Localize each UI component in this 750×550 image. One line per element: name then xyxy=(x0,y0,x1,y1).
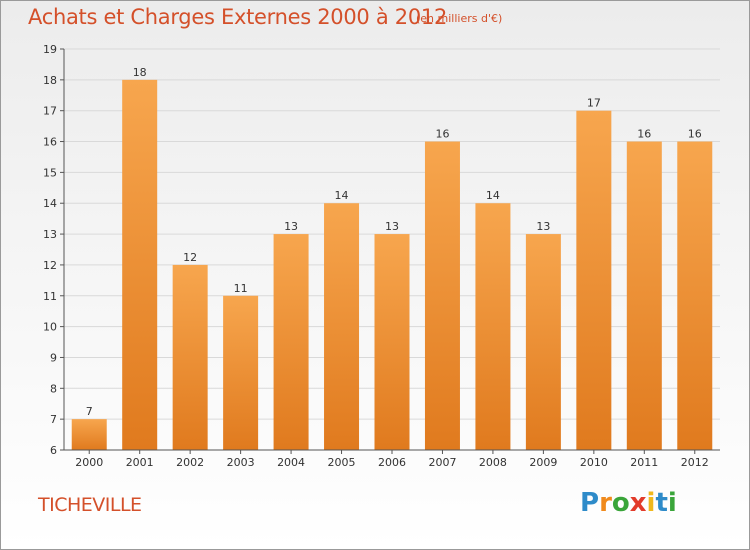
proxiti-logo[interactable]: Proxiti xyxy=(580,488,677,518)
bar-value-label: 13 xyxy=(385,220,399,233)
bar-value-label: 14 xyxy=(335,189,349,202)
brand-letter: x xyxy=(629,488,647,518)
y-tick-label: 15 xyxy=(43,166,57,179)
bar-value-label: 16 xyxy=(688,128,702,141)
y-tick-label: 10 xyxy=(43,321,57,334)
bar-value-label: 11 xyxy=(234,282,248,295)
x-tick-label: 2005 xyxy=(328,456,356,469)
y-tick-label: 14 xyxy=(43,197,57,210)
bar-value-label: 18 xyxy=(133,66,147,79)
x-tick-label: 2000 xyxy=(75,456,103,469)
bar xyxy=(424,141,460,451)
bar xyxy=(223,295,259,450)
x-tick-label: 2012 xyxy=(681,456,709,469)
bar-value-label: 17 xyxy=(587,97,601,110)
bar-value-label: 13 xyxy=(536,220,550,233)
bar xyxy=(273,234,309,450)
y-tick-label: 9 xyxy=(50,351,57,364)
bar-value-label: 14 xyxy=(486,189,500,202)
bar xyxy=(172,264,208,450)
bar xyxy=(576,110,612,450)
x-tick-label: 2009 xyxy=(529,456,557,469)
y-tick-label: 7 xyxy=(50,413,57,426)
x-tick-label: 2007 xyxy=(428,456,456,469)
chart-title: Achats et Charges Externes 2000 à 2012 xyxy=(28,5,448,29)
y-tick-label: 11 xyxy=(43,290,57,303)
bar-value-label: 16 xyxy=(637,128,651,141)
brand-letter: o xyxy=(611,488,630,518)
x-tick-label: 2006 xyxy=(378,456,406,469)
brand-letter: r xyxy=(599,488,612,518)
x-tick-label: 2010 xyxy=(580,456,608,469)
bar xyxy=(626,141,662,451)
bar-value-label: 16 xyxy=(435,128,449,141)
x-tick-label: 2004 xyxy=(277,456,305,469)
y-tick-label: 13 xyxy=(43,228,57,241)
y-tick-label: 18 xyxy=(43,74,57,87)
y-tick-label: 12 xyxy=(43,259,57,272)
bar xyxy=(71,419,107,450)
chart-subtitle: (en milliers d'€) xyxy=(416,12,503,25)
bar xyxy=(324,203,360,450)
y-tick-label: 17 xyxy=(43,105,57,118)
bar xyxy=(677,141,713,451)
y-tick-label: 8 xyxy=(50,382,57,395)
bar xyxy=(122,79,158,450)
y-tick-label: 19 xyxy=(43,43,57,56)
brand-letter: i xyxy=(646,488,656,518)
x-tick-label: 2002 xyxy=(176,456,204,469)
data-labels: 7 18 12 11 13 14 13 16 14 13 17 16 16 xyxy=(86,66,702,418)
bar xyxy=(475,203,511,450)
y-tick-label: 16 xyxy=(43,136,57,149)
bar-value-label: 13 xyxy=(284,220,298,233)
commune-name: TICHEVILLE xyxy=(38,494,142,516)
brand-letter: t xyxy=(655,488,668,518)
axes: 6 7 8 9 10 11 12 13 14 15 16 17 18 19 2000 2001 2002 2003… xyxy=(43,43,720,469)
brand-letter: i xyxy=(667,488,677,518)
y-tick-label: 6 xyxy=(50,444,57,457)
x-tick-label: 2011 xyxy=(630,456,658,469)
bars xyxy=(71,79,713,451)
bar-value-label: 7 xyxy=(86,405,93,418)
bar-value-label: 12 xyxy=(183,251,197,264)
x-tick-label: 2001 xyxy=(126,456,154,469)
x-tick-label: 2008 xyxy=(479,456,507,469)
bar xyxy=(374,234,410,450)
x-tick-label: 2003 xyxy=(227,456,255,469)
bar xyxy=(525,234,561,450)
brand-letter: P xyxy=(580,488,600,518)
